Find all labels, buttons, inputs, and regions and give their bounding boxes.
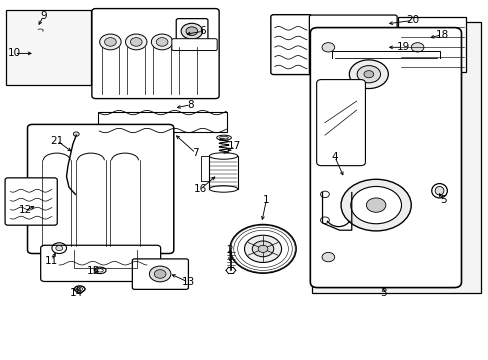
Ellipse shape <box>331 63 370 69</box>
Ellipse shape <box>219 136 228 139</box>
FancyBboxPatch shape <box>309 15 396 74</box>
FancyBboxPatch shape <box>316 80 365 166</box>
Circle shape <box>151 34 172 50</box>
Circle shape <box>182 38 193 46</box>
FancyBboxPatch shape <box>92 9 219 99</box>
Text: 17: 17 <box>228 141 241 151</box>
Ellipse shape <box>331 29 370 35</box>
Circle shape <box>258 245 267 252</box>
Bar <box>98 112 227 132</box>
FancyBboxPatch shape <box>171 39 217 50</box>
Circle shape <box>322 42 334 52</box>
Ellipse shape <box>209 153 237 159</box>
Circle shape <box>356 66 380 83</box>
FancyBboxPatch shape <box>41 245 160 282</box>
Text: 13: 13 <box>182 277 195 287</box>
Circle shape <box>244 235 281 262</box>
Ellipse shape <box>209 186 237 192</box>
Circle shape <box>130 38 142 46</box>
Circle shape <box>181 23 202 39</box>
Text: 20: 20 <box>406 15 418 26</box>
FancyBboxPatch shape <box>176 19 207 44</box>
Circle shape <box>154 270 165 278</box>
Circle shape <box>73 132 79 136</box>
Circle shape <box>156 38 167 46</box>
Circle shape <box>350 186 401 224</box>
Ellipse shape <box>331 41 370 46</box>
Text: 3: 3 <box>379 288 386 298</box>
FancyBboxPatch shape <box>270 15 311 75</box>
Circle shape <box>125 34 147 50</box>
Bar <box>311 22 481 293</box>
Circle shape <box>177 34 198 50</box>
Ellipse shape <box>216 135 231 140</box>
Ellipse shape <box>331 52 370 58</box>
Circle shape <box>322 252 334 262</box>
FancyBboxPatch shape <box>5 178 57 225</box>
Circle shape <box>340 179 410 231</box>
Circle shape <box>410 42 423 52</box>
Text: 14: 14 <box>69 288 83 298</box>
Text: 7: 7 <box>192 148 199 158</box>
Circle shape <box>363 71 373 78</box>
Text: 5: 5 <box>439 195 446 205</box>
Text: 10: 10 <box>8 48 21 58</box>
Text: 19: 19 <box>396 42 409 52</box>
Text: 1: 1 <box>263 195 269 205</box>
Circle shape <box>252 241 273 257</box>
Circle shape <box>229 225 296 273</box>
Bar <box>209 156 237 189</box>
Text: 21: 21 <box>50 136 63 145</box>
Text: 15: 15 <box>86 266 100 276</box>
FancyBboxPatch shape <box>132 259 188 289</box>
Ellipse shape <box>434 186 443 195</box>
Text: 18: 18 <box>434 30 447 40</box>
Text: 12: 12 <box>19 206 32 216</box>
Circle shape <box>56 246 62 251</box>
Text: 11: 11 <box>45 256 59 266</box>
FancyBboxPatch shape <box>310 28 461 288</box>
Ellipse shape <box>431 184 447 198</box>
Text: 8: 8 <box>187 100 194 110</box>
Text: 16: 16 <box>194 184 207 194</box>
Circle shape <box>348 60 387 89</box>
Polygon shape <box>397 17 466 72</box>
Circle shape <box>322 154 334 163</box>
Circle shape <box>149 266 170 282</box>
Circle shape <box>104 38 116 46</box>
Bar <box>5 10 91 85</box>
Circle shape <box>185 27 197 36</box>
FancyBboxPatch shape <box>27 125 173 253</box>
Text: 9: 9 <box>40 11 47 21</box>
Text: 4: 4 <box>331 152 337 162</box>
Circle shape <box>366 198 385 212</box>
Text: 6: 6 <box>199 26 206 36</box>
Text: 2: 2 <box>226 245 233 255</box>
Circle shape <box>100 34 121 50</box>
